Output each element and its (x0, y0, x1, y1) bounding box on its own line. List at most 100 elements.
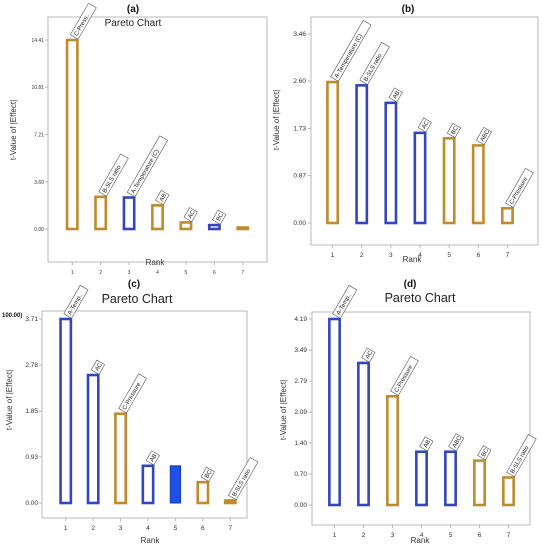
bar-label-box (417, 117, 432, 133)
bar-label-box (155, 190, 170, 206)
x-tick-label: 1 (64, 525, 68, 532)
bar-label: ABC (480, 129, 492, 143)
bar-rank-3 (122, 196, 136, 231)
bar-label: BC (216, 212, 226, 223)
x-tick-label: 6 (201, 525, 205, 532)
y-tick-label: 4.19 (294, 316, 307, 323)
bar-rank-1 (59, 317, 73, 505)
x-tick-label: 3 (128, 270, 131, 276)
bar-label-box (506, 434, 537, 478)
bar-label-callout: BC (212, 209, 227, 225)
bar-label-box (388, 87, 403, 103)
bar-rank-3 (386, 394, 399, 507)
bar-label-box (390, 355, 419, 396)
y-tick-label: 2.78 (25, 362, 38, 369)
x-tick-label: 2 (91, 525, 95, 532)
x-tick-label: 7 (241, 270, 244, 276)
chart-panel-3: (c) Pareto Chart 100.00) 0.00 0.93 1.85 2.78 3.… (2, 279, 259, 545)
bar-label: AB (149, 453, 158, 463)
bar-label-box (477, 445, 492, 461)
bar-label-callout: B-SLS ratio (359, 41, 390, 86)
bar-label: AB (423, 439, 432, 449)
y-tick-label: 1.40 (294, 440, 307, 447)
y-tick-label: 1.85 (25, 408, 38, 415)
bar-label-box (419, 436, 434, 452)
y-tick-label: 14.41 (31, 38, 44, 44)
corner-label: 100.00) (2, 313, 22, 319)
x-tick-label: 5 (447, 252, 451, 259)
bar-label: A-Temperature (C) (334, 33, 364, 79)
bar-label: AC (95, 362, 105, 373)
x-tick-label: 4 (420, 532, 424, 539)
chart-panel-1: (a) Pareto Chart 0.00 3.60 7.21 10.81 14.41 1 2 3… (9, 2, 268, 276)
chart-title: Pareto Chart (102, 292, 173, 306)
x-tick-label: 7 (228, 525, 232, 532)
x-tick-label: 6 (478, 532, 482, 539)
bar-rank-3 (384, 101, 398, 225)
bar-rank-4 (413, 131, 427, 225)
bar-label-box (200, 466, 215, 482)
bar-label-callout: C-Press.. (69, 2, 97, 40)
bar-label-callout: ABC (475, 126, 492, 146)
x-tick-label: 5 (449, 532, 453, 539)
bar-rank-3 (114, 412, 128, 505)
y-tick-label: 3.71 (25, 316, 38, 323)
bar-rank-6 (471, 144, 485, 225)
bar-label: AC (365, 350, 375, 361)
y-tick-label: 0.00 (294, 502, 307, 509)
bar-rank-7 (223, 499, 237, 505)
bar-label-callout: AC (417, 117, 432, 133)
y-tick-label: 3.60 (34, 180, 44, 186)
bar-label-callout: AC (361, 347, 376, 363)
bar-label-callout: B-SLS ratio (506, 434, 537, 478)
bar-label-callout: BC (446, 122, 462, 138)
bar-rank-4 (141, 464, 155, 505)
bar-label-callout: C-Pressure (390, 355, 419, 396)
chart-title: Pareto Chart (385, 291, 456, 305)
x-axis-label: Rank (411, 536, 431, 545)
bar-label-callout: BC (477, 445, 492, 461)
bar-label: AC (187, 209, 197, 220)
bar-rank-4 (151, 204, 164, 231)
bar-label-callout: AB (419, 436, 434, 452)
panel-label: (b) (402, 4, 415, 15)
bar-rank-5 (169, 465, 182, 504)
x-tick-label: 3 (389, 252, 393, 259)
bar-label-box (330, 19, 372, 82)
bar-label: BC (451, 125, 461, 136)
plot-frame (41, 310, 248, 519)
bar-label-box (212, 209, 227, 225)
y-tick-label: 0.70 (294, 471, 307, 478)
bar-rank-2 (94, 195, 108, 231)
x-tick-label: 2 (99, 270, 102, 276)
y-tick-label: 10.81 (31, 85, 44, 91)
x-axis-label: Rank (146, 258, 166, 267)
x-tick-label: 1 (71, 270, 74, 276)
x-tick-label: 4 (418, 252, 422, 259)
y-tick-label: 2.09 (294, 409, 307, 416)
x-tick-label: 7 (507, 532, 511, 539)
x-tick-label: 1 (333, 532, 337, 539)
chart-panel-2: (b) 0.00 0.87 1.73 2.60 3.46 1 2 3 4 5 6 7 Rank t-Valu… (272, 4, 539, 264)
bar-label-box (63, 284, 89, 319)
bar-label-box (118, 373, 147, 414)
y-tick-label: 0.00 (34, 227, 44, 233)
bar-rank-2 (357, 361, 370, 507)
bar-rank-5 (444, 450, 457, 507)
bar-label-callout: AB (155, 190, 170, 206)
bar-label-box (332, 284, 358, 319)
bar-label-box (446, 122, 462, 138)
bar-rank-6 (207, 223, 221, 231)
bar-label-box (98, 153, 129, 197)
bar-label: BC (204, 469, 214, 480)
x-tick-label: 4 (146, 525, 150, 532)
bar-rank-4 (415, 450, 428, 507)
y-tick-label: 0.87 (293, 172, 306, 179)
x-tick-label: 1 (331, 252, 335, 259)
bar-label-callout: AB (388, 87, 403, 103)
y-axis-label: t-Value of |Effect| (9, 100, 18, 160)
bar-label-box (90, 359, 106, 375)
y-tick-label: 3.49 (294, 347, 307, 354)
bar-label-callout: AC (90, 359, 106, 375)
bar-label: AB (159, 193, 168, 203)
